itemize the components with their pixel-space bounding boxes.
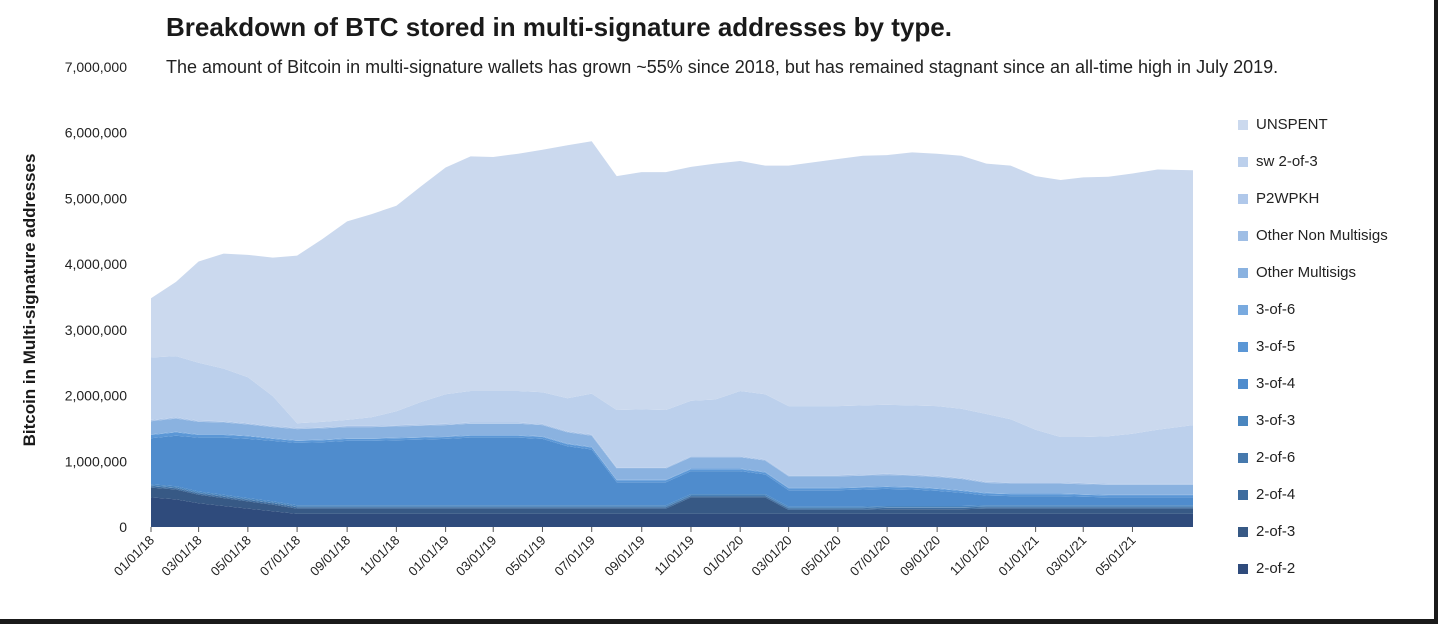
x-tick-label: 09/01/18 bbox=[307, 533, 353, 579]
legend-item: 3-of-5 bbox=[1238, 328, 1388, 365]
legend-label: 3-of-3 bbox=[1256, 412, 1296, 429]
x-tick-label: 05/01/21 bbox=[1092, 533, 1138, 579]
area-2-of-4 bbox=[151, 486, 1193, 510]
x-tick-label: 03/01/18 bbox=[158, 533, 204, 579]
legend-item: 2-of-3 bbox=[1238, 513, 1388, 550]
legend-item: 2-of-6 bbox=[1238, 439, 1388, 476]
x-tick-label: 11/01/18 bbox=[357, 533, 403, 579]
legend-swatch bbox=[1238, 193, 1248, 204]
chart-title: Breakdown of BTC stored in multi-signatu… bbox=[166, 12, 952, 42]
legend-swatch bbox=[1238, 230, 1248, 241]
x-tick-label: 05/01/20 bbox=[798, 533, 844, 579]
legend-swatch bbox=[1238, 452, 1248, 463]
x-tick-label: 11/01/19 bbox=[651, 533, 697, 579]
area-2-of-3 bbox=[151, 487, 1193, 514]
x-tick-label: 05/01/18 bbox=[208, 533, 254, 579]
legend-swatch bbox=[1238, 156, 1248, 167]
legend-swatch bbox=[1238, 489, 1248, 500]
legend-label: Other Non Multisigs bbox=[1256, 227, 1388, 244]
area-other-multisigs bbox=[151, 418, 1193, 495]
legend-label: Other Multisigs bbox=[1256, 264, 1357, 281]
x-tick-label: 01/01/19 bbox=[405, 533, 451, 579]
x-tick-label: 07/01/19 bbox=[551, 533, 597, 579]
legend-label: P2WPKH bbox=[1256, 190, 1320, 207]
legend-swatch bbox=[1238, 341, 1248, 352]
area-p2wpkh bbox=[151, 417, 1193, 485]
legend-swatch bbox=[1238, 304, 1248, 315]
y-tick-label: 4,000,000 bbox=[65, 256, 127, 272]
area-2-of-2 bbox=[151, 497, 1193, 527]
x-tick-label: 09/01/19 bbox=[601, 533, 647, 579]
area-3-of-4 bbox=[151, 435, 1193, 507]
x-tick-label: 01/01/20 bbox=[700, 533, 746, 579]
x-tick-label: 03/01/20 bbox=[748, 533, 794, 579]
legend-label: 2-of-6 bbox=[1256, 449, 1296, 466]
x-tick-label: 11/01/20 bbox=[947, 533, 993, 579]
legend-item: 2-of-4 bbox=[1238, 476, 1388, 513]
x-tick-label: 09/01/20 bbox=[897, 533, 943, 579]
legend-swatch bbox=[1238, 119, 1248, 130]
y-tick-label: 5,000,000 bbox=[65, 190, 127, 206]
y-axis-ticks: 0 1,000,000 2,000,000 3,000,000 4,000,000 5,0… bbox=[65, 59, 128, 535]
legend-item: UNSPENT bbox=[1238, 106, 1388, 143]
legend-label: UNSPENT bbox=[1256, 116, 1328, 133]
legend-label: 3-of-5 bbox=[1256, 338, 1296, 355]
y-tick-label: 0 bbox=[119, 519, 127, 535]
legend-swatch bbox=[1238, 415, 1248, 426]
x-tick-label: 03/01/21 bbox=[1043, 533, 1089, 579]
x-tick-label: 01/01/21 bbox=[995, 533, 1041, 579]
area-unspent bbox=[151, 141, 1193, 438]
x-tick-label: 05/01/19 bbox=[502, 533, 548, 579]
legend-item: 3-of-6 bbox=[1238, 291, 1388, 328]
x-tick-label: 07/01/18 bbox=[257, 533, 303, 579]
legend-label: 2-of-2 bbox=[1256, 560, 1296, 577]
x-tick-label: 01/01/18 bbox=[111, 533, 157, 579]
legend-label: 3-of-4 bbox=[1256, 375, 1296, 392]
legend-item: P2WPKH bbox=[1238, 180, 1388, 217]
area-3-of-3 bbox=[151, 484, 1193, 508]
legend-item: sw 2-of-3 bbox=[1238, 143, 1388, 180]
legend-swatch bbox=[1238, 378, 1248, 389]
x-axis-ticks: 01/01/18 03/01/18 05/01/18 07/01/18 09/01/18… bbox=[111, 527, 1139, 579]
legend-item: 2-of-2 bbox=[1238, 550, 1388, 587]
legend-item: Other Multisigs bbox=[1238, 254, 1388, 291]
legend-swatch bbox=[1238, 267, 1248, 278]
legend-label: 2-of-3 bbox=[1256, 523, 1296, 540]
y-tick-label: 7,000,000 bbox=[65, 59, 127, 75]
legend-swatch bbox=[1238, 563, 1248, 574]
chart-legend: UNSPENT sw 2-of-3 P2WPKH Other Non Multisig… bbox=[1238, 106, 1388, 587]
legend-item: 3-of-3 bbox=[1238, 402, 1388, 439]
y-tick-label: 1,000,000 bbox=[65, 453, 127, 469]
x-tick-label: 07/01/20 bbox=[847, 533, 893, 579]
legend-label: 3-of-6 bbox=[1256, 301, 1296, 318]
y-tick-label: 2,000,000 bbox=[65, 388, 127, 404]
y-tick-label: 3,000,000 bbox=[65, 322, 127, 338]
legend-item: Other Non Multisigs bbox=[1238, 217, 1388, 254]
area-2-of-6 bbox=[151, 485, 1193, 509]
area-sw-2-of-3 bbox=[151, 356, 1193, 484]
chart-subtitle: The amount of Bitcoin in multi-signature… bbox=[166, 57, 1279, 77]
area-other-non-multisigs bbox=[151, 417, 1193, 485]
area-3-of-5 bbox=[151, 432, 1193, 498]
x-tick-label: 03/01/19 bbox=[453, 533, 499, 579]
area-series-group bbox=[151, 141, 1193, 527]
y-tick-label: 6,000,000 bbox=[65, 125, 127, 141]
legend-swatch bbox=[1238, 526, 1248, 537]
legend-label: 2-of-4 bbox=[1256, 486, 1296, 503]
legend-item: 3-of-4 bbox=[1238, 365, 1388, 402]
legend-label: sw 2-of-3 bbox=[1256, 153, 1318, 170]
